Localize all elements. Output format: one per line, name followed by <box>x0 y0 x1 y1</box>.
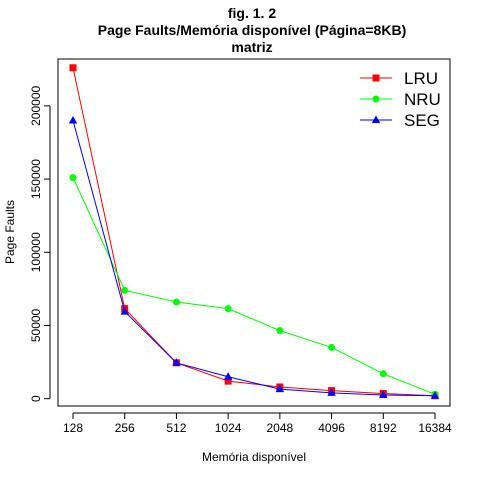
data-point-nru <box>328 343 336 351</box>
legend: LRU NRU SEG <box>360 69 441 130</box>
chart-title-line-2: Page Faults/Memória disponível (Página=8… <box>98 22 406 38</box>
x-tick-label: 16384 <box>418 421 452 435</box>
data-point-nru <box>121 286 129 294</box>
data-point-seg <box>379 390 388 399</box>
data-point-seg <box>172 358 181 366</box>
x-tick-label: 4096 <box>318 421 345 435</box>
legend-label-seg: SEG <box>404 111 440 130</box>
series-line-nru <box>72 177 436 395</box>
y-tick-label: 100000 <box>29 232 43 272</box>
legend-label-nru: NRU <box>404 90 441 109</box>
x-axis-label: Memória disponível <box>202 450 306 464</box>
y-axis-label: Page Faults <box>3 200 17 264</box>
y-tick-label: 200000 <box>29 86 43 126</box>
data-point-seg <box>430 391 440 399</box>
x-tick-label: 1024 <box>215 421 242 435</box>
data-point-seg <box>275 384 285 393</box>
series-seg <box>68 115 440 399</box>
y-axis: 0 50000 100000 150000 200000 <box>29 86 51 402</box>
legend-label-lru: LRU <box>404 69 438 88</box>
data-point-lru <box>224 377 232 385</box>
data-point-nru <box>69 174 77 182</box>
data-point-seg <box>223 372 233 380</box>
x-axis: 128 256 512 1024 2048 4096 8192 16384 <box>63 412 452 435</box>
data-point-nru <box>172 298 180 306</box>
data-point-lru <box>69 64 77 72</box>
x-tick-label: 128 <box>63 421 83 435</box>
data-point-nru <box>379 370 387 378</box>
x-tick-label: 256 <box>115 421 135 435</box>
x-tick-label: 2048 <box>267 421 294 435</box>
legend-marker-seg <box>371 115 381 123</box>
data-point-seg <box>120 307 129 315</box>
data-point-nru <box>276 327 284 335</box>
series-lru <box>69 64 439 400</box>
data-point-seg <box>327 388 336 396</box>
plot-frame <box>57 58 451 407</box>
data-point-seg <box>68 115 78 124</box>
chart-title-line-3: matriz <box>231 39 272 55</box>
series-line-lru <box>72 67 436 397</box>
y-tick-label: 0 <box>29 395 43 402</box>
series-nru <box>69 174 439 398</box>
y-tick-label: 50000 <box>29 308 43 342</box>
x-tick-label: 8192 <box>370 421 397 435</box>
series-layer <box>68 64 440 400</box>
y-tick-label: 150000 <box>29 159 43 199</box>
x-tick-label: 512 <box>166 421 186 435</box>
legend-marker-lru <box>372 74 380 82</box>
chart-title-line-1: fig. 1. 2 <box>228 5 276 21</box>
legend-marker-nru <box>372 95 380 103</box>
series-line-seg <box>72 120 436 397</box>
data-point-nru <box>224 305 232 313</box>
